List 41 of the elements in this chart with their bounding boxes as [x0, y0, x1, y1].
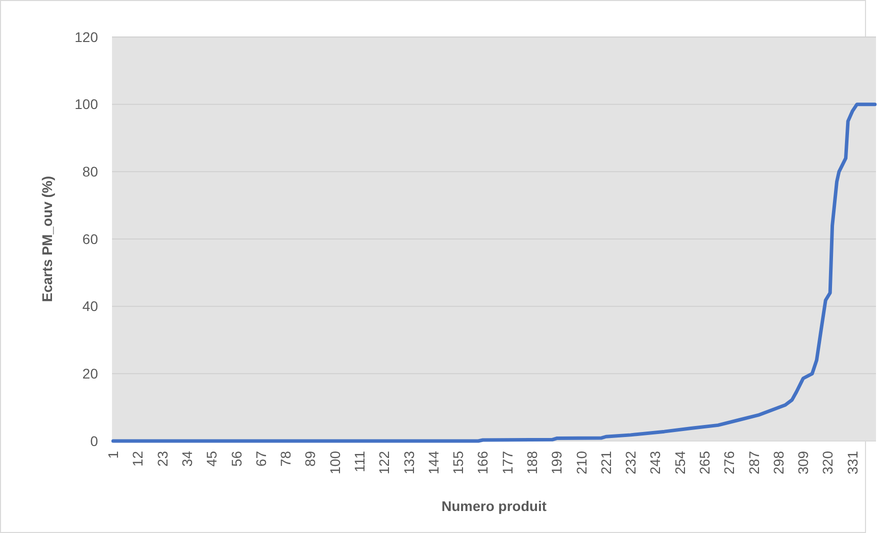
x-tick-label: 188 — [524, 450, 540, 474]
x-tick-label: 221 — [598, 450, 614, 474]
x-tick-label: 243 — [647, 450, 664, 474]
x-tick-label: 122 — [376, 450, 392, 474]
x-tick-label: 166 — [474, 450, 491, 474]
x-tick-label: 100 — [326, 450, 343, 474]
y-axis-title: Ecarts PM_ouv (%) — [39, 176, 55, 302]
x-tick-label: 320 — [820, 450, 836, 474]
y-tick-label: 40 — [82, 298, 98, 314]
x-tick-label: 1 — [105, 450, 122, 459]
x-axis-title: Numero produit — [442, 498, 547, 514]
x-tick-label: 265 — [696, 450, 713, 474]
x-tick-label: 144 — [425, 450, 442, 474]
x-tick-label: 155 — [450, 450, 466, 474]
x-tick-label: 89 — [302, 450, 318, 467]
x-tick-label: 23 — [154, 450, 170, 467]
x-tick-label: 78 — [278, 450, 294, 467]
x-tick-label: 210 — [573, 450, 590, 474]
x-tick-label: 34 — [178, 450, 195, 467]
x-tick-label: 298 — [770, 450, 786, 474]
x-tick-label: 331 — [844, 450, 860, 474]
x-tick-label: 133 — [400, 450, 417, 474]
y-tick-label: 20 — [82, 366, 98, 382]
y-tick-label: 80 — [82, 164, 98, 180]
x-tick-label: 56 — [228, 450, 244, 467]
x-tick-label: 67 — [252, 450, 269, 467]
y-tick-label: 120 — [74, 28, 98, 45]
x-tick-label: 287 — [746, 450, 762, 474]
x-tick-label: 309 — [795, 450, 812, 474]
x-tick-label: 276 — [721, 450, 738, 474]
x-tick-label: 199 — [548, 450, 565, 474]
line-series — [111, 102, 877, 443]
x-tick-label: 232 — [622, 450, 639, 474]
x-tick-label: 12 — [130, 450, 146, 467]
x-tick-label: 111 — [351, 450, 368, 472]
y-tick-label: 100 — [74, 96, 98, 112]
x-tick-label: 254 — [672, 450, 688, 474]
x-tick-label: 177 — [499, 450, 516, 474]
y-tick-label: 60 — [82, 230, 98, 247]
y-tick-label: 0 — [90, 432, 98, 449]
x-tick-label: 45 — [204, 450, 220, 467]
